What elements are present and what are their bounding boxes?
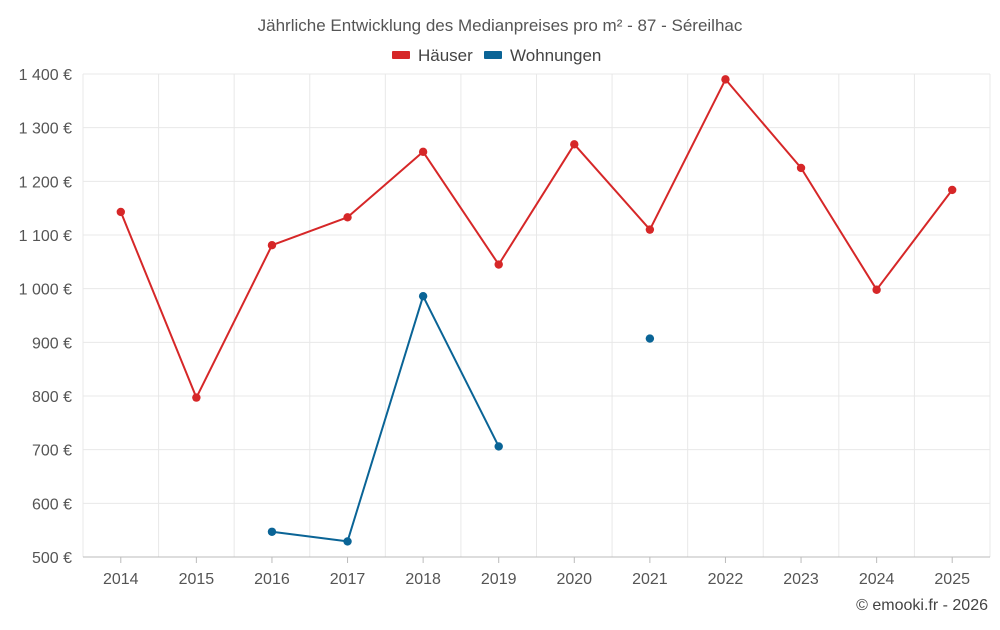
y-tick-label: 600 € — [32, 496, 72, 513]
chart-title: Jährliche Entwicklung des Medianpreises … — [258, 16, 743, 35]
y-tick-label: 800 € — [32, 389, 72, 406]
y-tick-label: 1 300 € — [19, 121, 72, 138]
series-line-wohnungen — [271, 295, 500, 543]
x-tick-label: 2020 — [556, 571, 592, 588]
x-tick-label: 2015 — [179, 571, 215, 588]
data-point-haeuser-2017[interactable] — [343, 213, 352, 222]
x-tick-label: 2023 — [783, 571, 819, 588]
y-tick-label: 1 100 € — [19, 228, 72, 245]
data-point-wohnungen-2019[interactable] — [494, 442, 503, 451]
legend-label-wohnungen[interactable]: Wohnungen — [510, 46, 601, 65]
y-tick-label: 1 000 € — [19, 282, 72, 299]
data-point-haeuser-2020[interactable] — [570, 140, 579, 149]
y-tick-label: 1 200 € — [19, 174, 72, 191]
data-point-haeuser-2023[interactable] — [796, 163, 806, 173]
y-tick-label: 500 € — [32, 550, 72, 567]
data-point-haeuser-2018[interactable] — [418, 147, 428, 157]
data-point-wohnungen-2018[interactable] — [418, 291, 428, 301]
data-point-haeuser-2014[interactable] — [116, 207, 125, 217]
series-wohnungen — [267, 291, 655, 546]
axes: 500 € 600 € 700 € 800 € 900 € 1 000 € 1 100 € 1… — [19, 67, 990, 588]
data-point-wohnungen-2016[interactable] — [267, 527, 277, 536]
x-tick-label: 2019 — [481, 571, 517, 588]
data-point-haeuser-2024[interactable] — [872, 285, 881, 294]
x-tick-label: 2024 — [859, 571, 895, 588]
x-tick-label: 2016 — [254, 571, 290, 588]
series — [116, 75, 957, 546]
y-tick-label: 700 € — [32, 443, 72, 460]
data-point-haeuser-2019[interactable] — [494, 260, 503, 269]
x-tick-label: 2018 — [405, 571, 441, 588]
y-tick-label: 900 € — [32, 335, 72, 352]
legend-label-haeuser[interactable]: Häuser — [418, 46, 473, 65]
x-tick-label: 2021 — [632, 571, 668, 588]
data-point-haeuser-2021[interactable] — [645, 225, 655, 234]
credit-label: © emooki.fr - 2026 — [856, 597, 988, 614]
legend-swatch-wohnungen — [484, 51, 502, 59]
legend-swatch-haeuser — [392, 51, 410, 59]
series-line-haeuser — [119, 78, 953, 399]
grid — [82, 73, 991, 557]
legend: Häuser Wohnungen — [392, 46, 601, 65]
x-tick-label: 2017 — [330, 571, 366, 588]
data-point-haeuser-2022[interactable] — [721, 75, 730, 84]
data-point-haeuser-2016[interactable] — [267, 240, 277, 250]
x-tick-label: 2014 — [103, 571, 139, 588]
x-tick-label: 2022 — [708, 571, 744, 588]
data-point-wohnungen-2017[interactable] — [343, 537, 352, 546]
data-point-haeuser-2015[interactable] — [192, 393, 201, 402]
data-point-wohnungen-2021[interactable] — [645, 334, 655, 343]
series-haeuser — [116, 75, 957, 402]
data-point-haeuser-2025[interactable] — [948, 185, 957, 195]
y-tick-label: 1 400 € — [19, 67, 72, 84]
x-tick-label: 2025 — [934, 571, 970, 588]
